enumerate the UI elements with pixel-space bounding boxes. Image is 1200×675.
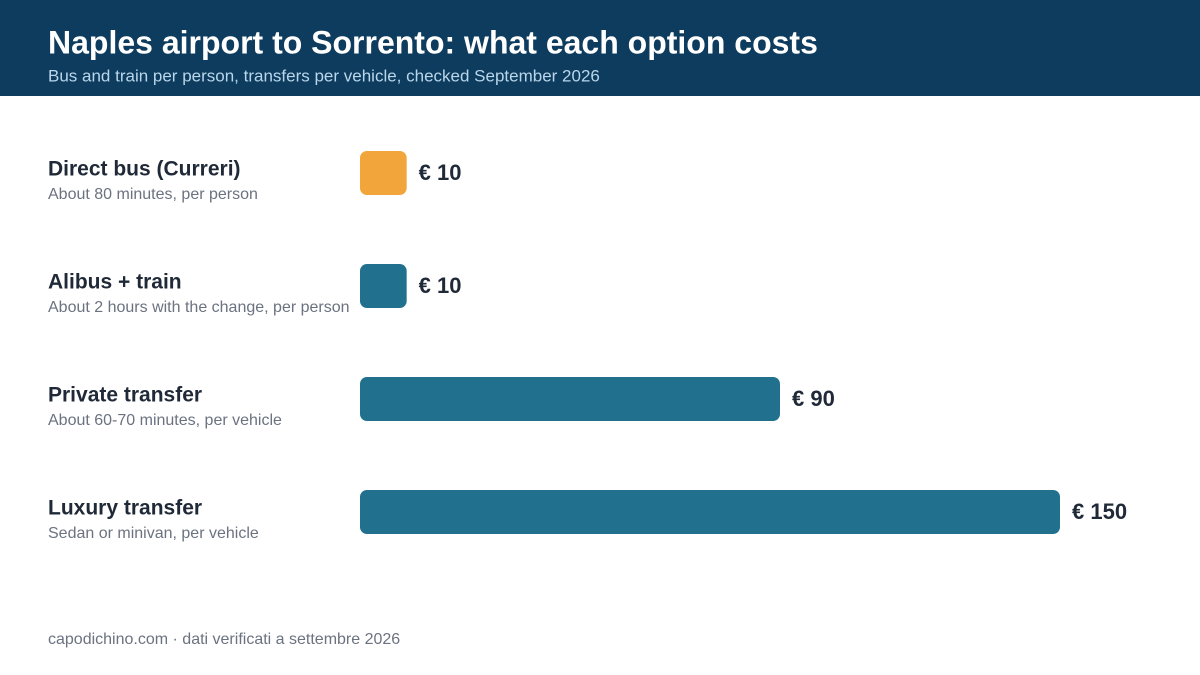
bar	[360, 377, 780, 421]
header-band	[0, 0, 1200, 96]
category-label: Alibus + train	[48, 271, 182, 294]
category-description: About 2 hours with the change, per perso…	[48, 299, 350, 316]
value-label: € 150	[1072, 499, 1127, 524]
category-description: About 60-70 minutes, per vehicle	[48, 412, 282, 429]
value-label: € 10	[419, 160, 462, 185]
category-label: Direct bus (Curreri)	[48, 158, 241, 181]
category-description: About 80 minutes, per person	[48, 186, 258, 203]
category-description: Sedan or minivan, per vehicle	[48, 525, 259, 542]
value-label: € 90	[792, 386, 835, 411]
chart-title: Naples airport to Sorrento: what each op…	[48, 24, 818, 60]
chart-subtitle: Bus and train per person, transfers per …	[48, 66, 600, 85]
value-label: € 10	[419, 273, 462, 298]
category-label: Private transfer	[48, 384, 202, 407]
bar	[360, 264, 407, 308]
bar	[360, 490, 1060, 534]
source-note: capodichino.com · dati verificati a sett…	[48, 631, 400, 648]
category-label: Luxury transfer	[48, 497, 202, 520]
bar	[360, 151, 407, 195]
